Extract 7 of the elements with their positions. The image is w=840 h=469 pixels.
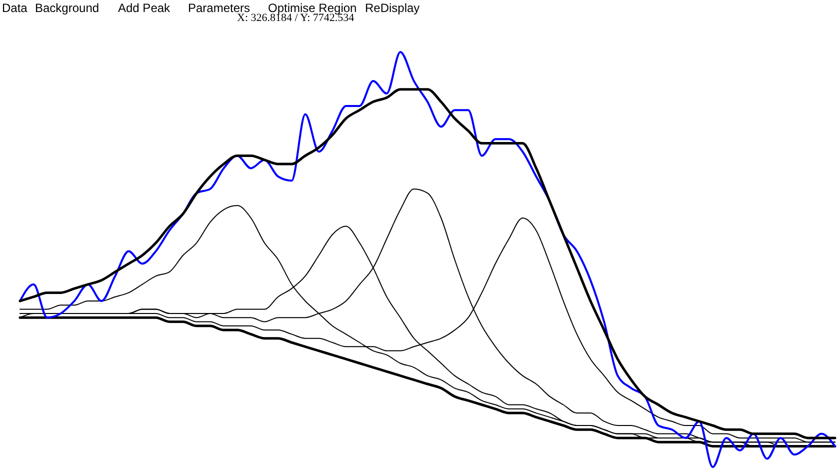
text: Background xyxy=(35,1,100,15)
text: Data xyxy=(2,1,28,15)
text: X: 326.8184 / Y: 7742.534 xyxy=(237,12,355,24)
text: Parameters xyxy=(188,1,250,15)
text: ReDisplay xyxy=(365,1,420,15)
text: Add Peak xyxy=(118,1,172,15)
text: Optimise Region xyxy=(268,1,357,15)
